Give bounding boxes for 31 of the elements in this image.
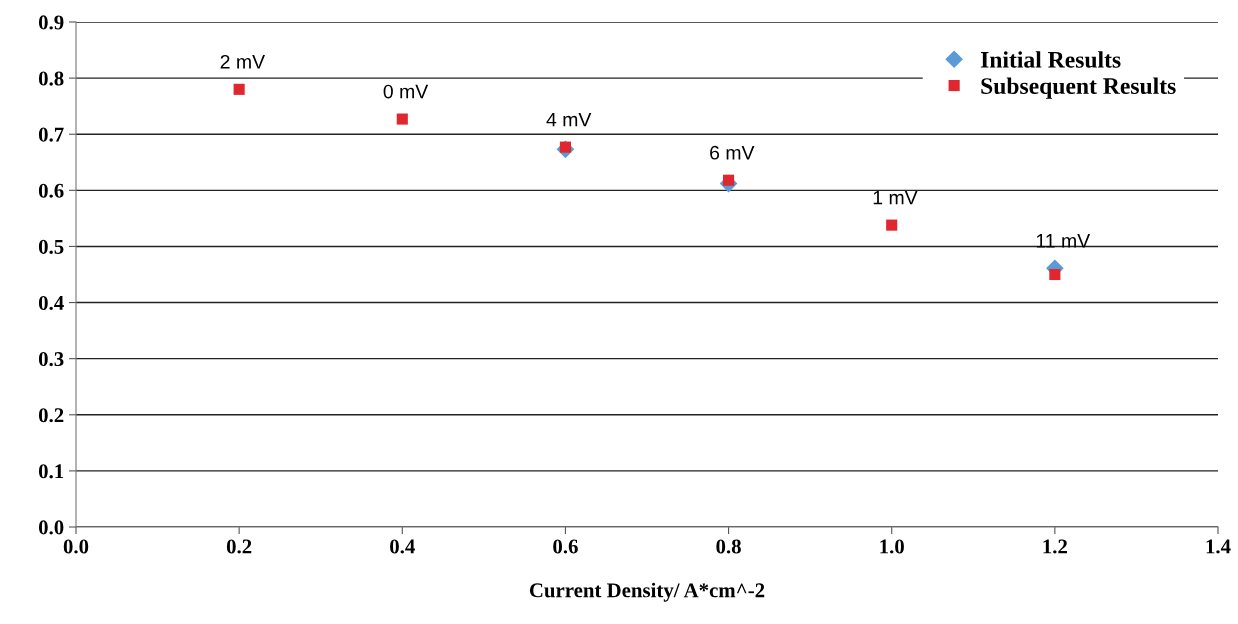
y-tick-label: 0.7 [38,127,64,142]
y-tick-label: 0.2 [38,408,64,423]
y-tick-label: 0.1 [38,464,64,479]
y-tick-label: 0.9 [38,15,64,30]
y-tick-label: 0.8 [38,71,64,86]
y-tick-label: 0.4 [38,295,64,311]
point [396,113,408,125]
x-tick-label: 1.4 [1206,539,1231,554]
x-tick-label: 1.0 [880,539,904,554]
x-tick-label: 1.2 [1043,539,1067,554]
annotation: 11 mV [1036,234,1091,248]
annotation: 6 mV [710,145,755,160]
y-tick-label: 0.3 [38,352,64,367]
y-tick-label: 0.5 [38,239,64,254]
x-tick-label: 0.0 [63,539,89,554]
x-tick-label: 0.6 [553,539,578,554]
x-tick-label: 0.8 [716,539,741,554]
annotation: 1 mV [873,190,918,205]
annotation: 0 mV [383,84,429,99]
legend-label: Subsequent Results [981,77,1176,99]
annotation: 4 mV [546,112,592,127]
x-axis-title: Current Density/ A*cm^-2 [529,582,765,602]
y-tick-label: 0.0 [38,520,64,535]
point [233,83,245,95]
x-tick-label: 0.2 [226,539,252,554]
annotation: 2 mV [220,54,265,69]
point [886,219,898,231]
y-tick-label: 0.6 [38,183,64,198]
point [1049,268,1061,281]
legend-label: Initial Results [980,51,1121,68]
x-tick-label: 0.4 [390,539,415,554]
